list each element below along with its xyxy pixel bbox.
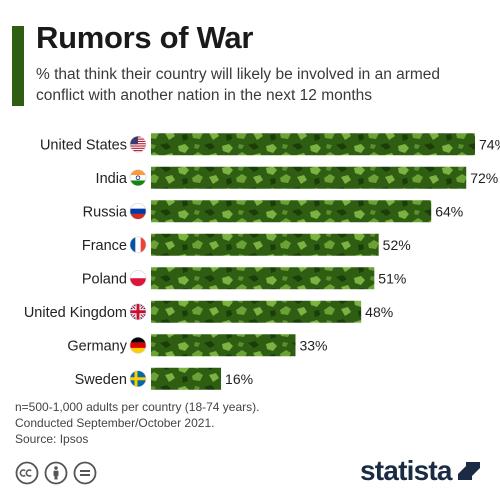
- category-label: Sweden: [75, 372, 127, 388]
- bar: [151, 166, 467, 189]
- bar: [151, 300, 362, 323]
- chart-subtitle: % that think their country will likely b…: [36, 66, 441, 104]
- footnote-sample: n=500-1,000 adults per country (18-74 ye…: [15, 400, 260, 414]
- bar: [151, 200, 432, 223]
- bar: [151, 367, 222, 390]
- value-label: 51%: [378, 270, 406, 286]
- france-flag-icon: [129, 236, 147, 254]
- statista-brand[interactable]: statista: [360, 455, 482, 487]
- poland-flag-icon: [129, 269, 147, 287]
- value-label: 16%: [225, 371, 253, 387]
- attribution-icon[interactable]: [44, 461, 68, 485]
- value-label: 64%: [435, 203, 463, 219]
- footnote-period: Conducted September/October 2021.: [15, 416, 215, 430]
- value-label: 74%: [479, 136, 500, 152]
- category-label: Russia: [83, 204, 128, 220]
- sweden-flag-icon: [129, 370, 147, 388]
- value-label: 33%: [299, 337, 327, 353]
- us-flag-icon: [129, 135, 147, 153]
- bar: [151, 233, 379, 256]
- cc-icon[interactable]: [15, 461, 39, 485]
- bar: [151, 334, 296, 357]
- chart-title: Rumors of War: [36, 20, 254, 55]
- germany-flag-icon: [129, 336, 147, 354]
- value-label: 72%: [470, 170, 498, 186]
- value-label: 52%: [383, 237, 411, 253]
- license-icons: [15, 461, 97, 485]
- category-label: United Kingdom: [24, 305, 127, 321]
- bar-chart: United States 74% India 72% Russia 64% France 5…: [24, 133, 500, 390]
- category-label: Germany: [67, 338, 127, 354]
- category-label: United States: [40, 137, 127, 153]
- category-label: France: [82, 238, 127, 254]
- value-label: 48%: [365, 304, 393, 320]
- brand-name: statista: [360, 455, 452, 486]
- footnote-source: Source: Ipsos: [15, 432, 89, 446]
- title-accent-bar: [12, 26, 24, 106]
- no-derivatives-icon[interactable]: [73, 461, 97, 485]
- bar: [151, 133, 475, 156]
- footnote: n=500-1,000 adults per country (18-74 ye…: [15, 399, 259, 447]
- statista-logo-icon: [457, 462, 480, 480]
- category-label: Poland: [82, 271, 127, 287]
- uk-flag-icon: [129, 303, 147, 321]
- russia-flag-icon: [129, 202, 147, 220]
- india-flag-icon: [129, 169, 147, 187]
- category-label: India: [96, 171, 128, 187]
- bar: [151, 267, 375, 290]
